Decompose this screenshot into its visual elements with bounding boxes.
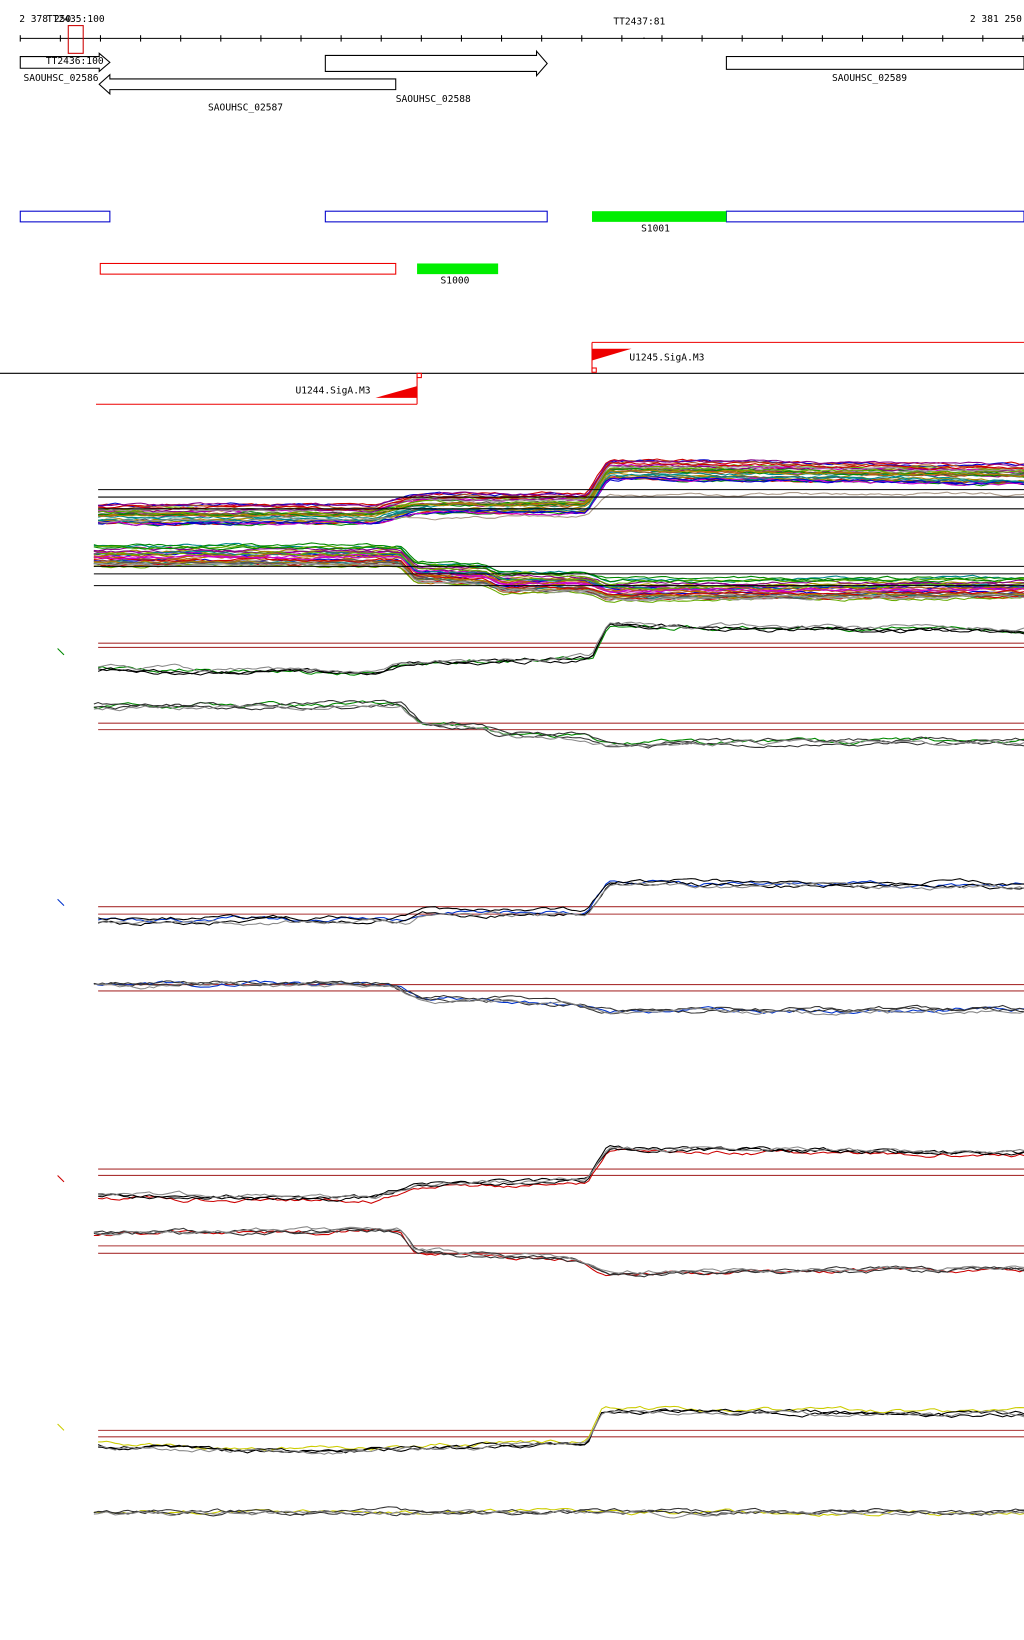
trace (98, 621, 1024, 674)
promoter-label: U1245.SigA.M3 (629, 352, 704, 363)
trace (93, 542, 1024, 583)
trace (93, 699, 1024, 747)
trace (93, 1226, 1024, 1275)
gene-box (725, 56, 1024, 70)
promoter-flag (592, 348, 632, 361)
trace (93, 560, 1024, 599)
gene-arrow (324, 49, 548, 78)
trace (98, 1410, 1024, 1455)
segment (324, 210, 548, 223)
segment (725, 210, 1024, 223)
gene-label: SAOUHSC_02588 (396, 94, 471, 105)
trace (98, 1148, 1024, 1204)
trace (98, 467, 1024, 517)
expression-traces (57, 458, 1024, 1519)
segment (417, 263, 499, 275)
promoter-label: U1244.SigA.M3 (295, 385, 370, 396)
trace (93, 981, 1024, 1016)
trace (93, 551, 1024, 591)
trace (98, 624, 1024, 676)
trace (98, 477, 1024, 526)
gene-label: SAOUHSC_02589 (832, 73, 907, 84)
trace (98, 1146, 1024, 1200)
marker-dot: · (641, 33, 647, 44)
gene-arrow (98, 73, 397, 96)
trace (93, 546, 1024, 586)
segment (592, 211, 727, 222)
trace (98, 463, 1024, 513)
trace (98, 491, 1024, 524)
trace (97, 880, 1024, 927)
trace (98, 459, 1024, 508)
trace (93, 553, 1024, 592)
marker-label: TT2437:81 (613, 16, 665, 27)
marker-box (67, 25, 84, 54)
trace (93, 704, 1024, 748)
trace (98, 1146, 1024, 1200)
promoter-tick (416, 372, 422, 379)
trace (97, 1408, 1024, 1453)
trace (97, 878, 1024, 922)
side-glyph (57, 648, 65, 656)
trace (93, 562, 1024, 602)
marker-label: TT2435:100 (47, 14, 105, 25)
trace (93, 980, 1024, 1015)
segment-label: S1000 (441, 276, 470, 287)
trace (98, 622, 1024, 676)
trace (98, 470, 1024, 517)
trace (93, 1227, 1024, 1276)
gene-label: SAOUHSC_02587 (208, 103, 283, 114)
promoter-flag (375, 386, 418, 398)
promoter-tick (591, 367, 597, 373)
trace (98, 476, 1024, 526)
trace (93, 980, 1024, 1013)
trace (93, 544, 1024, 586)
gene-label: SAOUHSC_02586 (23, 73, 98, 84)
coordinate-axis (19, 35, 1024, 42)
trace (97, 623, 1024, 676)
trace (98, 469, 1024, 518)
segment (19, 210, 111, 223)
side-glyph (57, 1175, 65, 1183)
axis-start: 2 378 250 (19, 14, 71, 25)
trace (93, 1509, 1024, 1519)
gene-arrow (19, 52, 111, 73)
trace (93, 554, 1024, 594)
segment-label: S1001 (641, 223, 670, 234)
side-glyph (57, 898, 65, 906)
axis-end: 2 381 250 (970, 14, 1022, 25)
trace (93, 546, 1024, 584)
side-glyph (57, 1423, 65, 1431)
segment (99, 262, 397, 275)
marker-label: TT2436:100 (46, 56, 104, 67)
trace (93, 552, 1024, 591)
trace (98, 881, 1024, 926)
trace (98, 467, 1024, 517)
trace (98, 1145, 1024, 1202)
